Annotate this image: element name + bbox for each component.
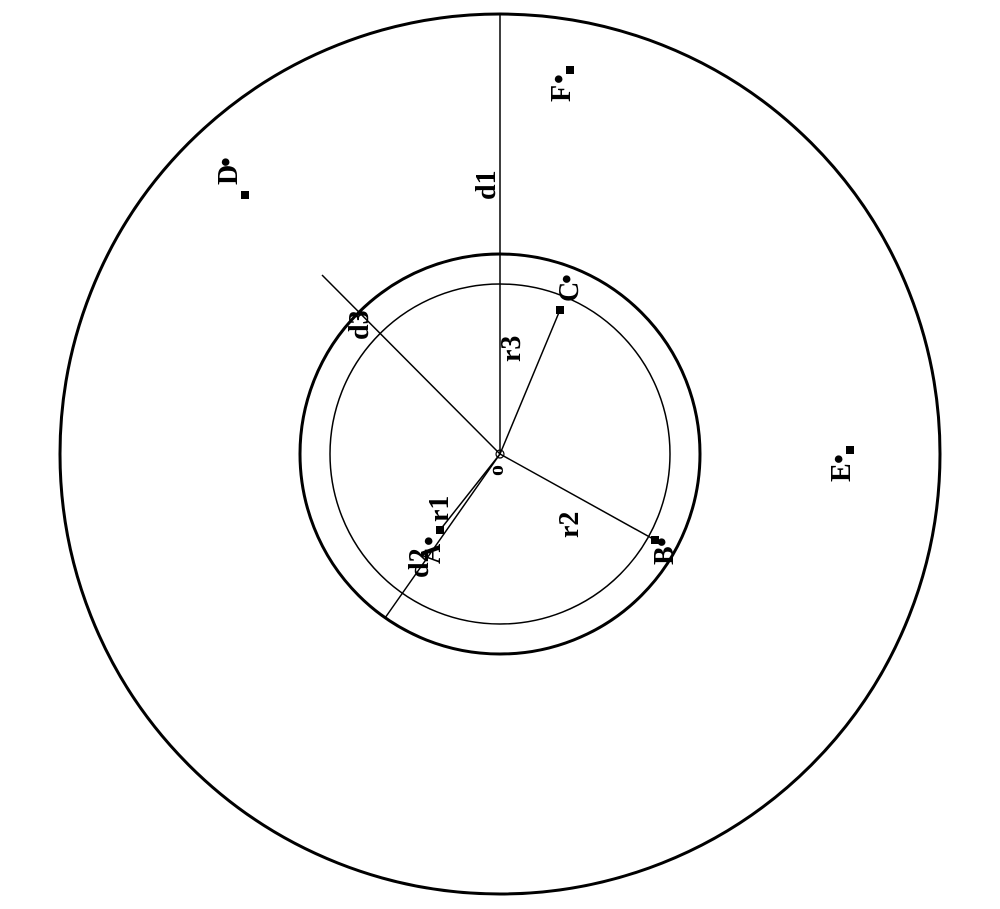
point-label-B: B	[649, 546, 680, 565]
point-label-F: F	[546, 85, 577, 102]
label-d3: d3	[344, 310, 375, 340]
point-bullet-F: •	[544, 74, 575, 84]
point-C	[556, 306, 564, 314]
line-d3	[322, 275, 500, 454]
point-D	[241, 191, 249, 199]
label-r2: r2	[554, 512, 585, 538]
label-r3: r3	[496, 336, 527, 362]
label-r1: r1	[424, 496, 455, 522]
point-label-E: E	[826, 463, 857, 482]
point-bullet-B: •	[647, 537, 678, 547]
center-label: o	[483, 465, 508, 476]
point-E	[846, 446, 854, 454]
line-d2	[385, 454, 500, 618]
point-A	[436, 526, 444, 534]
point-label-D: D	[213, 165, 244, 185]
label-d2: d2	[404, 548, 435, 578]
label-d1: d1	[471, 170, 502, 200]
point-bullet-E: •	[824, 454, 855, 464]
line-r3	[500, 310, 560, 454]
point-F	[566, 66, 574, 74]
point-label-C: C	[554, 282, 585, 302]
